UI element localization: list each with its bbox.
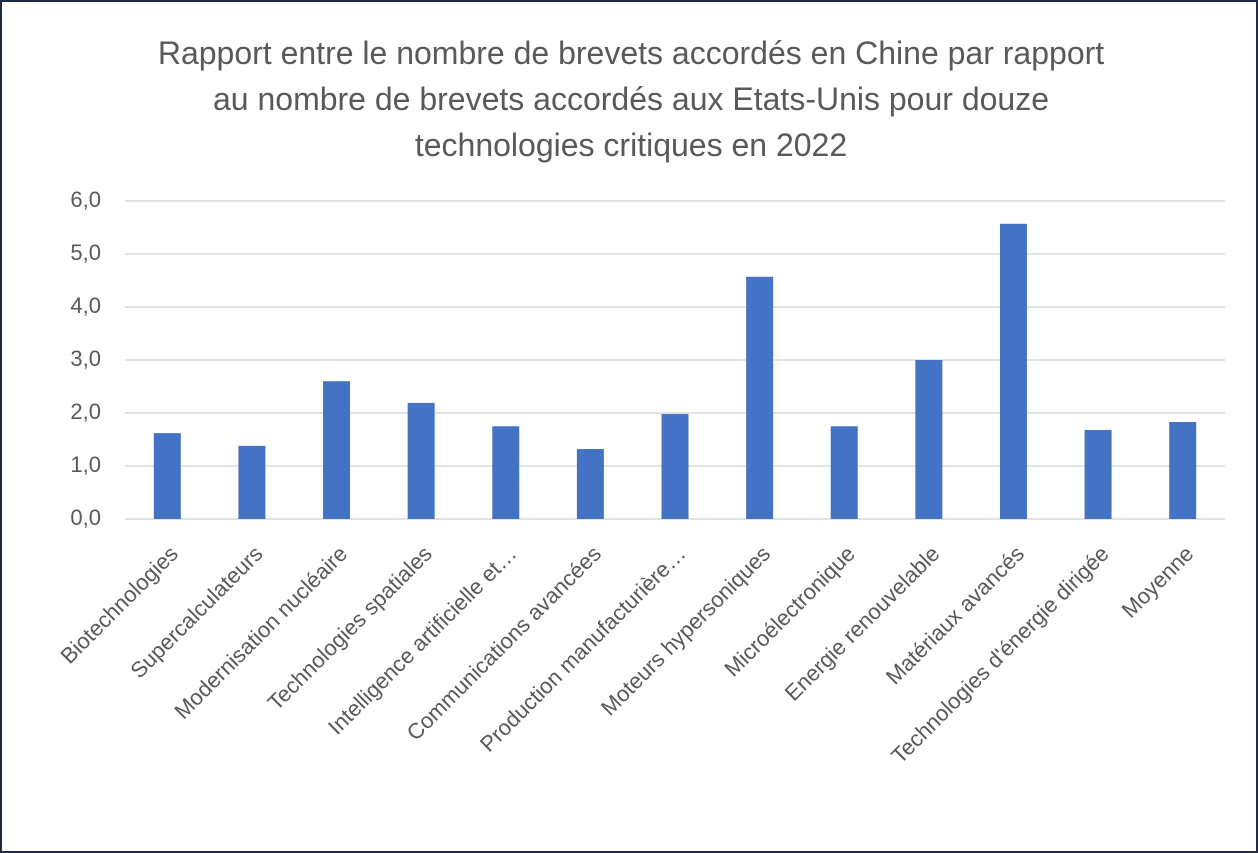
- bar: [1084, 429, 1112, 519]
- y-tick-label: 2,0: [70, 399, 101, 424]
- bar: [238, 445, 266, 519]
- y-tick-label: 0,0: [70, 505, 101, 530]
- x-tick-label: Modernisation nucléaire: [169, 541, 352, 724]
- x-tick-label: Energie renouvelable: [780, 541, 945, 706]
- bar: [1169, 422, 1197, 519]
- bar: [323, 381, 351, 519]
- bar: [746, 276, 774, 519]
- bar: [576, 449, 604, 519]
- bar: [492, 426, 520, 519]
- bar: [661, 414, 689, 519]
- y-tick-label: 3,0: [70, 346, 101, 371]
- bar: [153, 433, 181, 519]
- y-tick-label: 5,0: [70, 240, 101, 265]
- chart-title: Rapport entre le nombre de brevets accor…: [157, 35, 1105, 163]
- bar: [407, 402, 435, 519]
- y-tick-label: 4,0: [70, 293, 101, 318]
- y-tick-label: 1,0: [70, 452, 101, 477]
- bar: [915, 360, 943, 519]
- x-tick-label: Matériaux avancés: [881, 541, 1029, 689]
- y-tick-label: 6,0: [70, 187, 101, 212]
- x-tick-label: Moteurs hypersoniques: [596, 541, 775, 720]
- x-tick-label: Technologies spatiales: [263, 541, 437, 715]
- bar: [830, 426, 858, 519]
- x-tick-label: Moyenne: [1117, 541, 1199, 623]
- bar: [999, 223, 1027, 520]
